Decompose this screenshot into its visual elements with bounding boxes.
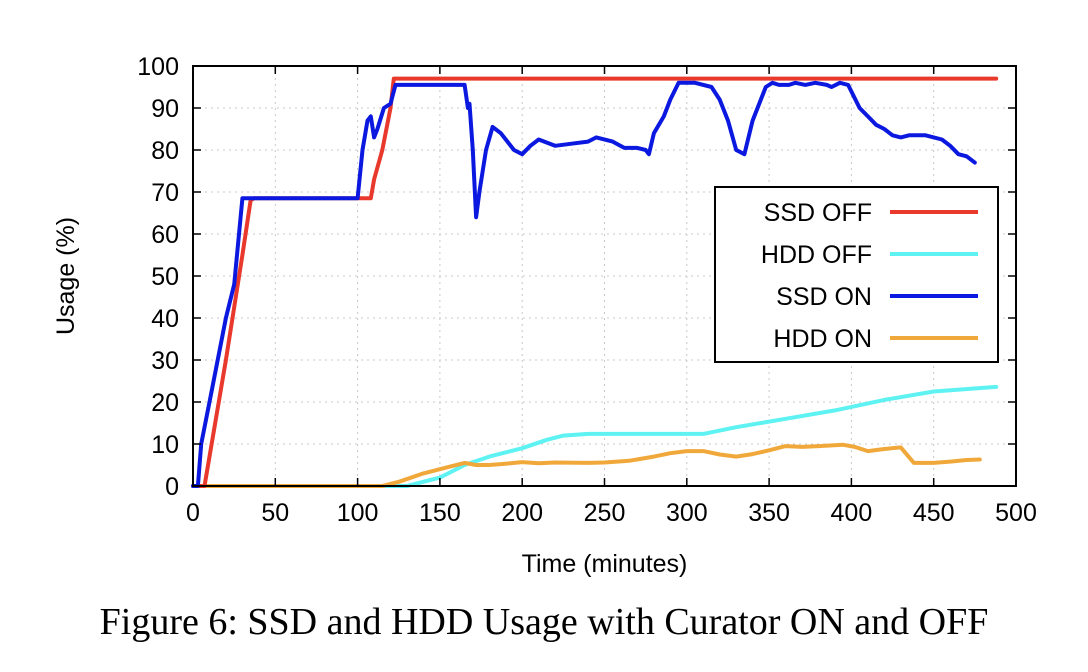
y-tick-label: 30 bbox=[151, 347, 179, 375]
y-tick-label: 100 bbox=[137, 53, 179, 81]
legend-label: SSD ON bbox=[776, 283, 872, 311]
x-tick-label: 50 bbox=[261, 499, 289, 527]
legend: SSD OFF HDD OFF SSD ON HDD ON bbox=[714, 186, 999, 363]
y-tick-label: 20 bbox=[151, 389, 179, 417]
x-tick-label: 450 bbox=[913, 499, 955, 527]
axis-ticks bbox=[192, 65, 1017, 487]
y-tick-label: 0 bbox=[165, 473, 179, 501]
series-line-ssd-on bbox=[191, 80, 977, 488]
y-tick-label: 60 bbox=[151, 221, 179, 249]
x-tick-label: 350 bbox=[748, 499, 790, 527]
x-tick-label: 500 bbox=[995, 499, 1037, 527]
series-line-hdd-off bbox=[191, 384, 999, 488]
x-tick-label: 150 bbox=[419, 499, 461, 527]
series-line-hdd-on bbox=[191, 442, 982, 488]
x-tick-label: 0 bbox=[186, 499, 200, 527]
x-tick-label: 200 bbox=[501, 499, 543, 527]
y-tick-label: 50 bbox=[151, 263, 179, 291]
y-tick-label: 10 bbox=[151, 431, 179, 459]
usage-line-chart: 0 50 100 150 200 250 300 350 400 450 500 0 10 20 30 40 5… bbox=[52, 53, 1037, 578]
tick-labels: 0 50 100 150 200 250 300 350 400 450 500 0 10 20 30 40 5… bbox=[137, 53, 1037, 527]
legend-label: SSD OFF bbox=[764, 199, 872, 227]
x-tick-label: 250 bbox=[584, 499, 626, 527]
legend-label: HDD ON bbox=[773, 325, 872, 353]
y-tick-label: 80 bbox=[151, 137, 179, 165]
y-tick-label: 70 bbox=[151, 179, 179, 207]
y-tick-label: 90 bbox=[151, 95, 179, 123]
figure-caption: Figure 6: SSD and HDD Usage with Curator… bbox=[99, 601, 989, 643]
x-tick-label: 400 bbox=[831, 499, 873, 527]
x-tick-label: 300 bbox=[666, 499, 708, 527]
data-lines bbox=[191, 76, 999, 488]
x-axis-label: Time (minutes) bbox=[522, 550, 688, 578]
x-tick-label: 100 bbox=[337, 499, 379, 527]
legend-label: HDD OFF bbox=[761, 241, 872, 269]
y-tick-label: 40 bbox=[151, 305, 179, 333]
legend-box bbox=[714, 186, 999, 363]
y-axis-label: Usage (%) bbox=[52, 217, 80, 335]
